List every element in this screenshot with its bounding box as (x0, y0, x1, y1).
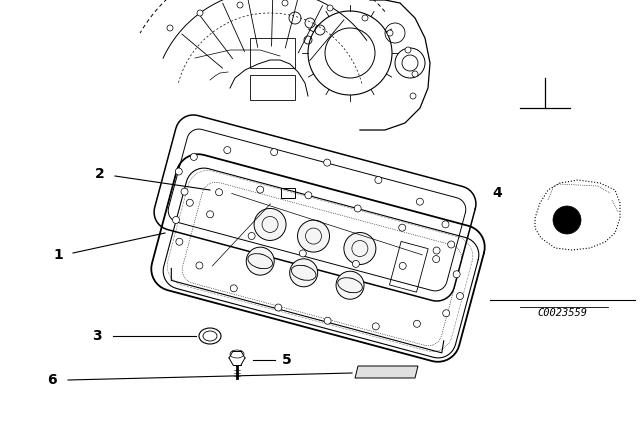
Circle shape (362, 15, 368, 21)
Text: 1: 1 (53, 248, 63, 262)
Circle shape (248, 233, 255, 240)
Circle shape (282, 0, 288, 6)
Circle shape (290, 259, 317, 287)
Circle shape (190, 153, 197, 160)
Circle shape (300, 250, 307, 257)
Circle shape (197, 10, 203, 16)
Circle shape (216, 189, 223, 196)
Circle shape (387, 30, 393, 36)
Circle shape (344, 233, 376, 264)
Circle shape (230, 285, 237, 292)
Circle shape (443, 310, 450, 317)
Circle shape (410, 93, 416, 99)
Circle shape (336, 271, 364, 299)
Circle shape (246, 247, 274, 275)
Circle shape (186, 199, 193, 206)
Circle shape (196, 262, 203, 269)
Circle shape (176, 238, 183, 245)
Circle shape (399, 263, 406, 269)
Circle shape (354, 205, 361, 212)
Circle shape (412, 71, 418, 77)
Circle shape (442, 221, 449, 228)
Text: 4: 4 (492, 186, 502, 200)
Text: 6: 6 (47, 373, 57, 387)
Ellipse shape (291, 265, 316, 280)
Ellipse shape (248, 254, 273, 269)
Circle shape (327, 5, 333, 11)
Circle shape (413, 320, 420, 327)
Circle shape (257, 186, 264, 193)
Circle shape (375, 177, 382, 184)
Circle shape (448, 241, 454, 248)
Circle shape (433, 247, 440, 254)
Circle shape (433, 256, 440, 263)
Polygon shape (355, 366, 418, 378)
Circle shape (181, 188, 188, 195)
Circle shape (224, 146, 231, 154)
Ellipse shape (338, 278, 362, 293)
Circle shape (353, 260, 360, 267)
Circle shape (456, 293, 463, 300)
Circle shape (207, 211, 214, 218)
Circle shape (372, 323, 380, 330)
Text: 5: 5 (282, 353, 292, 367)
Circle shape (167, 25, 173, 31)
Circle shape (417, 198, 424, 205)
Circle shape (271, 149, 278, 155)
Circle shape (298, 220, 330, 252)
Circle shape (254, 208, 286, 241)
Text: 2: 2 (95, 167, 105, 181)
Text: 3: 3 (92, 329, 102, 343)
Text: C0023559: C0023559 (537, 308, 587, 318)
Circle shape (275, 304, 282, 311)
Circle shape (399, 224, 406, 231)
Circle shape (405, 47, 411, 53)
Circle shape (453, 271, 460, 278)
Circle shape (324, 159, 331, 166)
Circle shape (175, 168, 182, 175)
Circle shape (324, 317, 331, 324)
Circle shape (173, 216, 179, 224)
Circle shape (553, 206, 581, 234)
Circle shape (305, 192, 312, 199)
Circle shape (237, 2, 243, 8)
